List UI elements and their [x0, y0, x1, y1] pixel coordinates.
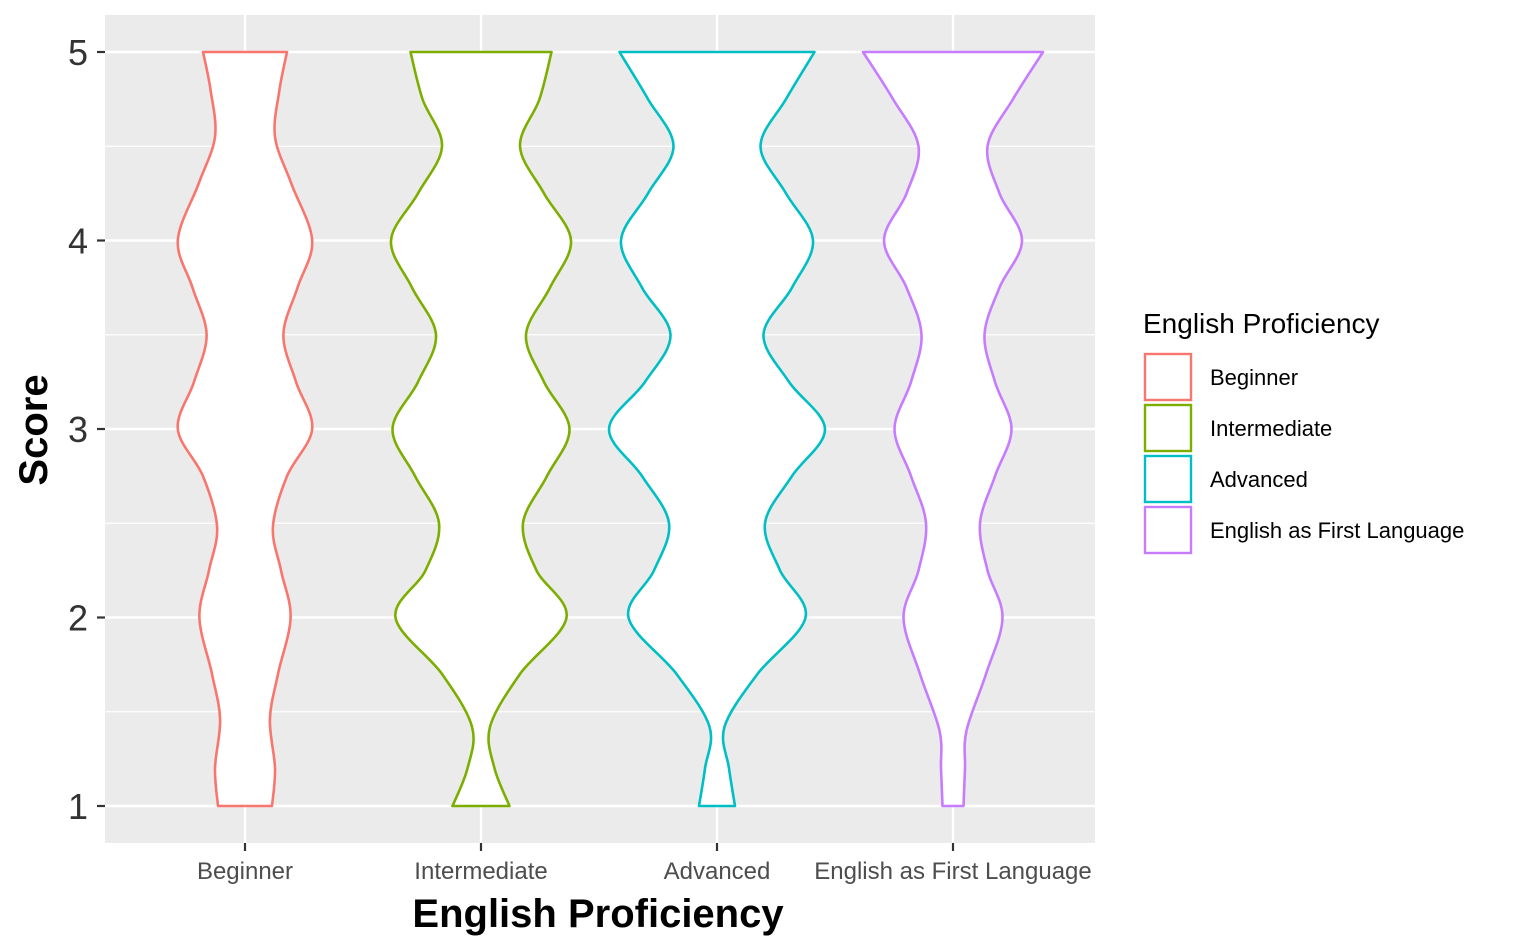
y-tick-label: 4 — [68, 221, 88, 262]
legend-key-advanced — [1143, 454, 1193, 504]
y-tick-label: 1 — [68, 786, 88, 827]
legend-title: English Proficiency — [1143, 308, 1380, 339]
violins — [176, 50, 1045, 808]
y-axis-title: Score — [12, 374, 56, 485]
x-tick-label: Beginner — [197, 858, 293, 885]
legend-items: Beginner Intermediate Advanced English as F… — [1143, 352, 1464, 555]
x-axis-title: English Proficiency — [412, 892, 784, 936]
legend-label-intermediate: Intermediate — [1210, 416, 1332, 441]
legend-label-beginner: Beginner — [1210, 365, 1298, 390]
x-tick-label: Advanced — [664, 858, 771, 885]
y-tick-label: 5 — [68, 32, 88, 73]
x-tick-label: English as First Language — [814, 858, 1092, 885]
violin-advanced — [607, 50, 827, 808]
violin-intermediate — [389, 50, 573, 808]
legend-key-english-as-first-language — [1143, 505, 1193, 555]
y-tick-label: 3 — [68, 409, 88, 450]
violin-english-as-first-language — [861, 50, 1045, 808]
legend: English Proficiency Beginner Intermediate… — [1143, 308, 1464, 555]
legend-key-beginner — [1143, 352, 1193, 402]
x-tick-label: Intermediate — [414, 858, 547, 885]
x-axis-ticks: Beginner Intermediate Advanced English as F… — [197, 843, 1092, 885]
legend-label-advanced: Advanced — [1210, 467, 1308, 492]
y-axis-ticks: 1 2 3 4 5 — [68, 32, 105, 827]
y-tick-label: 2 — [68, 598, 88, 639]
legend-key-intermediate — [1143, 403, 1193, 453]
violin-beginner — [176, 50, 314, 808]
legend-label-english-as-first-language: English as First Language — [1210, 518, 1464, 543]
